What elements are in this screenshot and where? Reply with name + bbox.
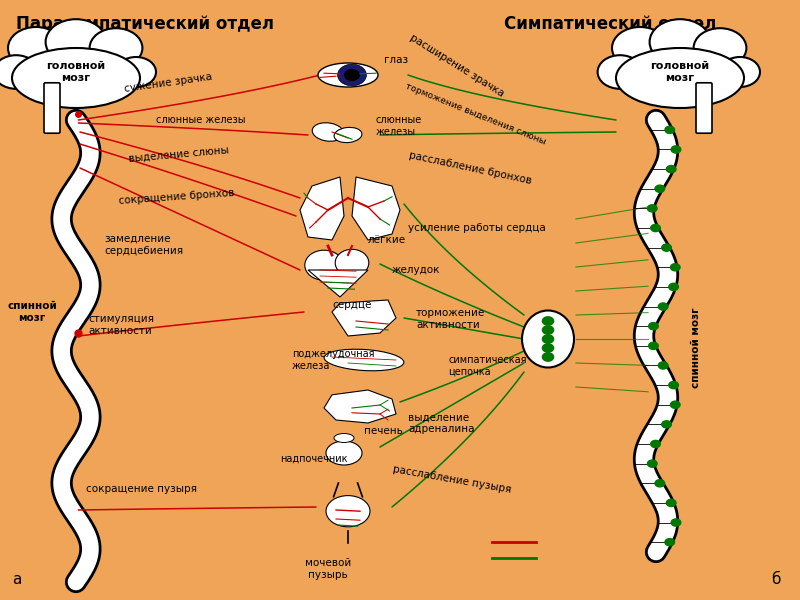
Circle shape [598, 55, 642, 89]
Ellipse shape [326, 441, 362, 465]
Text: стимуляция
активности: стимуляция активности [88, 314, 154, 336]
Polygon shape [300, 177, 344, 240]
Circle shape [669, 382, 678, 389]
Circle shape [338, 64, 366, 86]
Circle shape [649, 342, 658, 349]
FancyBboxPatch shape [696, 83, 712, 133]
Text: надпочечник: надпочечник [280, 454, 347, 464]
Circle shape [650, 19, 710, 65]
Text: спинной мозг: спинной мозг [691, 308, 701, 388]
Text: расширение зрачка: расширение зрачка [408, 33, 506, 99]
Circle shape [666, 499, 676, 506]
Circle shape [542, 326, 554, 334]
Polygon shape [324, 390, 396, 423]
Ellipse shape [305, 250, 343, 280]
Circle shape [671, 519, 681, 526]
Text: сердце: сердце [332, 300, 371, 310]
Circle shape [720, 57, 760, 87]
Circle shape [90, 28, 142, 68]
Circle shape [655, 185, 665, 193]
Circle shape [345, 70, 359, 80]
Text: слюнные железы: слюнные железы [156, 115, 246, 125]
Ellipse shape [312, 123, 344, 141]
Text: торможение выделения слюны: торможение выделения слюны [404, 82, 547, 146]
Text: сокращение пузыря: сокращение пузыря [86, 484, 198, 494]
Text: головной
мозг: головной мозг [46, 61, 106, 83]
Text: торможение
активности: торможение активности [416, 308, 486, 330]
Circle shape [694, 28, 746, 68]
Circle shape [650, 440, 660, 448]
Polygon shape [308, 270, 368, 297]
FancyBboxPatch shape [44, 83, 60, 133]
Circle shape [647, 205, 657, 212]
Circle shape [671, 146, 681, 153]
Text: печень: печень [364, 426, 403, 436]
Circle shape [666, 166, 676, 173]
Polygon shape [332, 300, 396, 336]
Circle shape [670, 401, 680, 409]
Ellipse shape [616, 48, 744, 108]
Text: усиление работы сердца: усиление работы сердца [408, 223, 546, 233]
Text: сокращение бронхов: сокращение бронхов [118, 188, 235, 206]
Circle shape [542, 344, 554, 352]
Circle shape [670, 263, 680, 271]
Ellipse shape [334, 433, 354, 443]
Text: слюнные
железы: слюнные железы [376, 115, 422, 137]
Text: б: б [770, 572, 780, 587]
Text: желудок: желудок [392, 265, 441, 275]
Text: поджелудочная
железа: поджелудочная железа [292, 349, 374, 371]
Ellipse shape [335, 249, 369, 276]
Text: замедление
сердцебиения: замедление сердцебиения [104, 234, 183, 256]
Text: глаз: глаз [384, 55, 408, 65]
Ellipse shape [334, 127, 362, 143]
Ellipse shape [326, 496, 370, 527]
Polygon shape [352, 177, 400, 240]
Text: лёгкие: лёгкие [368, 235, 406, 245]
Circle shape [658, 303, 668, 310]
Text: расслабление пузыря: расслабление пузыря [392, 464, 512, 496]
Circle shape [8, 27, 64, 69]
Ellipse shape [12, 48, 140, 108]
Text: мочевой
пузырь: мочевой пузырь [305, 558, 351, 580]
Text: выделение
адреналина: выделение адреналина [408, 412, 474, 434]
Circle shape [662, 421, 671, 428]
Text: расслабление бронхов: расслабление бронхов [408, 150, 533, 186]
Ellipse shape [522, 311, 574, 367]
Circle shape [669, 283, 678, 290]
Text: а: а [12, 572, 22, 587]
Text: выделение слюны: выделение слюны [128, 145, 229, 164]
Circle shape [665, 539, 674, 546]
Ellipse shape [318, 63, 378, 87]
Circle shape [0, 55, 38, 89]
Circle shape [658, 362, 668, 369]
Circle shape [542, 317, 554, 325]
Circle shape [655, 479, 665, 487]
Circle shape [650, 224, 660, 232]
Circle shape [647, 460, 657, 467]
Text: Симпатический отдел: Симпатический отдел [504, 15, 716, 33]
Text: спинной
мозг: спинной мозг [7, 301, 57, 323]
Text: симпатическая
цепочка: симпатическая цепочка [448, 355, 526, 377]
Circle shape [612, 27, 668, 69]
Circle shape [116, 57, 156, 87]
Circle shape [662, 244, 671, 251]
Circle shape [665, 126, 674, 133]
Text: Парасимпатический отдел: Парасимпатический отдел [16, 15, 274, 33]
Circle shape [542, 353, 554, 361]
Text: головной
мозг: головной мозг [650, 61, 710, 83]
Text: сужение зрачка: сужение зрачка [124, 71, 213, 94]
Ellipse shape [324, 349, 404, 371]
Circle shape [649, 323, 658, 330]
Circle shape [542, 335, 554, 343]
Circle shape [46, 19, 106, 65]
